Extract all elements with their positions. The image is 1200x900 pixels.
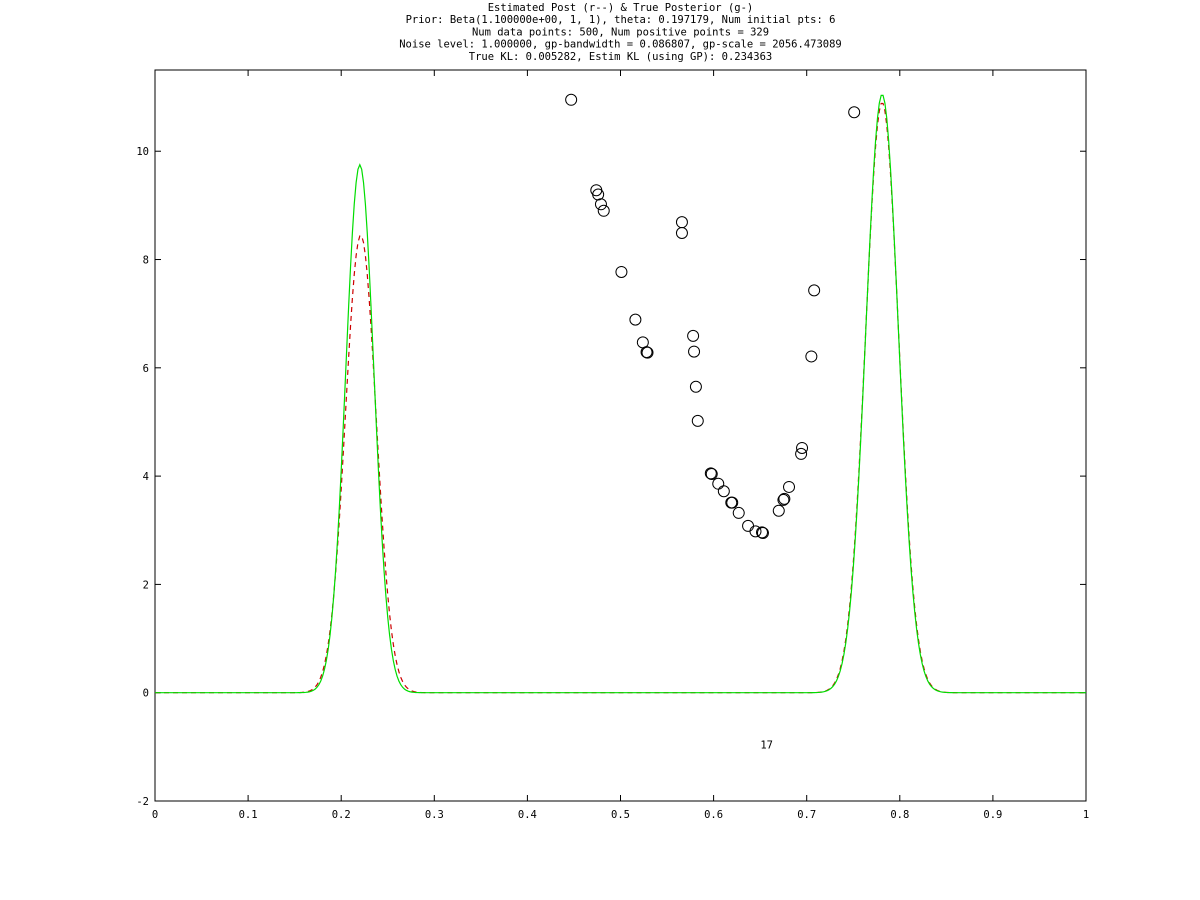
- scatter-point: [597, 204, 610, 217]
- chart-title-line: Num data points: 500, Num positive point…: [472, 26, 769, 38]
- scatter-point: [777, 493, 790, 506]
- y-tick-label: 2: [143, 579, 149, 591]
- x-tick-label: 0.2: [332, 809, 351, 821]
- scatter-point: [742, 519, 755, 532]
- chart-title-line: Prior: Beta(1.100000e+00, 1, 1), theta: …: [406, 14, 836, 26]
- scatter-point: [629, 313, 642, 326]
- annotation-layer: 17: [760, 739, 773, 751]
- chart-title-line: Noise level: 1.000000, gp-bandwidth = 0.…: [399, 39, 842, 51]
- scatter-point: [675, 216, 688, 229]
- scatter-point: [725, 496, 738, 509]
- scatter-point: [778, 492, 791, 505]
- scatter-point: [749, 525, 762, 538]
- scatter-point: [756, 526, 769, 539]
- scatter-point: [848, 106, 861, 119]
- chart-title-line: True KL: 0.005282, Estim KL (using GP): …: [469, 51, 772, 63]
- x-tick-label: 0: [152, 809, 158, 821]
- y-tick-label: 4: [143, 471, 149, 483]
- axes-frame: [154, 69, 1087, 802]
- scatter-point: [688, 345, 701, 358]
- x-tick-label: 0.4: [518, 809, 537, 821]
- scatter-point: [796, 441, 809, 454]
- scatter-point: [795, 447, 808, 460]
- y-tick-label: 0: [143, 688, 149, 700]
- y-tick-label: 6: [143, 363, 149, 375]
- x-tick-label: 0.7: [797, 809, 816, 821]
- scatter-point: [808, 284, 821, 297]
- scatter-point: [565, 93, 578, 106]
- scatter-point: [691, 414, 704, 427]
- x-tick-label: 0.1: [239, 809, 258, 821]
- scatter-point: [594, 198, 607, 211]
- chart-title: Estimated Post (r--) & True Posterior (g…: [399, 2, 842, 63]
- x-tick-label: 1: [1083, 809, 1089, 821]
- y-tick-label: -2: [136, 796, 149, 808]
- true-posterior-line: [155, 94, 1086, 694]
- scatter-point: [687, 329, 700, 342]
- scatter-point: [705, 467, 718, 480]
- x-tick-label: 0.8: [890, 809, 909, 821]
- y-tick-label: 8: [143, 255, 149, 267]
- x-tick-label: 0.3: [425, 809, 444, 821]
- scatter-point: [615, 265, 628, 278]
- chart-title-line: Estimated Post (r--) & True Posterior (g…: [488, 2, 754, 14]
- scatter-point: [689, 380, 702, 393]
- estimated-posterior-line: [155, 102, 1086, 694]
- x-tick-label: 0.6: [704, 809, 723, 821]
- scatter-point: [783, 480, 796, 493]
- x-tick-label: 0.9: [983, 809, 1002, 821]
- scatter-point: [641, 346, 654, 359]
- scatter-layer: [565, 93, 861, 539]
- annotation-label: 17: [760, 739, 773, 751]
- y-tick-label: 10: [136, 146, 149, 158]
- scatter-point: [772, 504, 785, 517]
- scatter-point: [726, 496, 739, 509]
- series-layer: [155, 94, 1086, 694]
- scatter-point: [732, 506, 745, 519]
- scatter-point: [712, 477, 725, 490]
- scatter-point: [675, 226, 688, 239]
- scatter-point: [805, 350, 818, 363]
- x-tick-label: 0.5: [611, 809, 630, 821]
- scatter-point: [717, 485, 730, 498]
